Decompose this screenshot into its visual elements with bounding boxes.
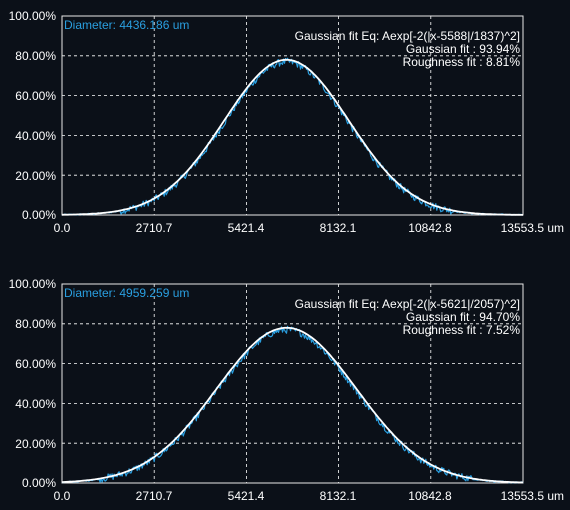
series-gaussian-fit-line [61, 58, 523, 216]
y-tick-label: 80.00% [15, 49, 56, 63]
y-tick-label: 40.00% [15, 129, 56, 143]
x-tick-label: 5421.4 [228, 489, 265, 503]
diameter-label: Diameter: 4959.259 um [64, 286, 189, 300]
plot-border-bottom [61, 283, 524, 484]
series-gaussian-fit-line [61, 326, 524, 484]
y-tick-label: 0.00% [22, 476, 56, 490]
chart-top: 100.00% 80.00% 60.00% 40.00% 20.00% 0.00… [9, 9, 564, 235]
series-measured-line [61, 325, 524, 484]
y-tick-label: 60.00% [15, 357, 56, 371]
x-tick-label: 13553.5 um [501, 489, 564, 503]
y-tick-label: 40.00% [15, 397, 56, 411]
x-tick-label: 8132.1 [320, 221, 357, 235]
x-tick-label: 8132.1 [320, 489, 357, 503]
y-tick-label: 0.00% [22, 208, 56, 222]
gaussian-fit-value: Gaussian fit : 93.94% [406, 42, 520, 56]
series-measured-line [61, 57, 523, 216]
x-tick-label: 2710.7 [136, 489, 173, 503]
x-tick-label: 13553.5 um [501, 221, 564, 235]
roughness-fit-value: Roughness fit : 8.81% [403, 55, 521, 69]
plot-border-top [61, 15, 524, 216]
y-tick-label: 100.00% [9, 277, 57, 291]
grid-top [62, 16, 523, 215]
gaussian-fit-value: Gaussian fit : 94.70% [406, 310, 520, 324]
fit-equation: Gaussian fit Eq: Aexp[-2(|x-5588|/1837)^… [295, 29, 520, 43]
fit-equation: Gaussian fit Eq: Aexp[-2(|x-5621|/2057)^… [295, 297, 520, 311]
grid-bottom [62, 284, 523, 483]
chart-bottom: 100.00% 80.00% 60.00% 40.00% 20.00% 0.00… [9, 277, 564, 503]
y-tick-label: 20.00% [15, 437, 56, 451]
y-tick-label: 60.00% [15, 89, 56, 103]
roughness-fit-value: Roughness fit : 7.52% [403, 323, 521, 337]
x-tick-label: 0.0 [54, 489, 71, 503]
y-tick-label: 80.00% [15, 317, 56, 331]
y-tick-label: 20.00% [15, 169, 56, 183]
x-tick-label: 0.0 [54, 221, 71, 235]
x-tick-label: 5421.4 [228, 221, 265, 235]
y-tick-label: 100.00% [9, 9, 57, 23]
x-tick-label: 10842.8 [408, 221, 452, 235]
x-tick-label: 10842.8 [408, 489, 452, 503]
diameter-label: Diameter: 4436.186 um [64, 18, 189, 32]
x-tick-label: 2710.7 [136, 221, 173, 235]
